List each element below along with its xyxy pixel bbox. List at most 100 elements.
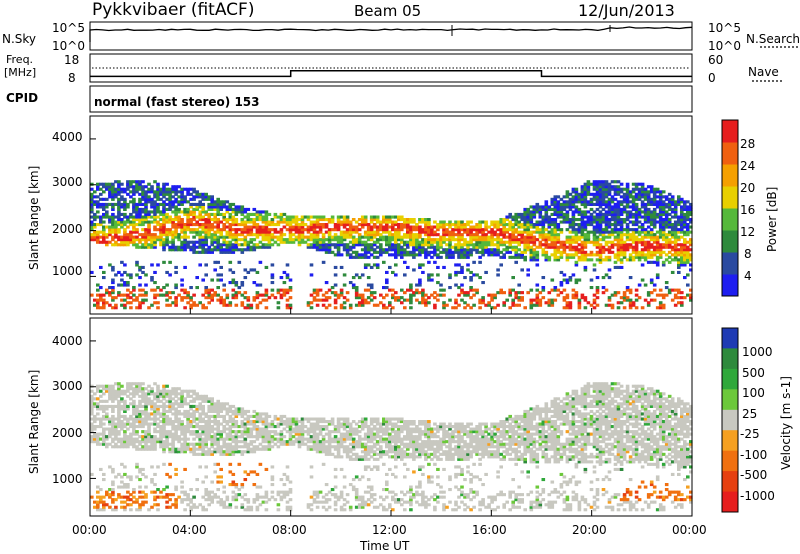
- velocity-cell: [117, 389, 121, 393]
- power-cell: [222, 248, 226, 252]
- power-cell: [571, 223, 576, 227]
- velocity-cell: [129, 384, 133, 388]
- power-cell: [442, 220, 446, 224]
- power-cell: [592, 301, 597, 305]
- power-cell: [183, 195, 187, 199]
- power-cell: [324, 238, 329, 242]
- power-cell: [475, 230, 479, 234]
- velocity-cell: [168, 397, 172, 401]
- power-cell: [619, 210, 624, 214]
- power-cell: [689, 240, 693, 244]
- velocity-cell: [90, 435, 94, 439]
- power-cell: [415, 225, 419, 229]
- power-cell: [138, 223, 142, 227]
- power-cell: [457, 245, 461, 249]
- power-cell: [526, 210, 530, 214]
- power-cell: [366, 243, 371, 247]
- power-cell: [523, 215, 527, 219]
- power-cell: [589, 303, 594, 307]
- power-cell: [634, 197, 639, 201]
- power-cell: [177, 233, 181, 237]
- power-cell: [634, 298, 639, 302]
- power-cell: [291, 225, 296, 229]
- power-cell: [183, 212, 187, 216]
- power-cell: [637, 225, 642, 229]
- power-cell: [360, 301, 365, 305]
- power-cell: [412, 255, 416, 259]
- power-cell: [637, 250, 642, 254]
- velocity-cell: [150, 387, 154, 391]
- power-cell: [135, 298, 139, 302]
- power-cell: [490, 235, 494, 239]
- power-cell: [553, 286, 558, 290]
- power-cell: [643, 218, 648, 222]
- power-cell: [117, 210, 121, 214]
- power-cell: [165, 298, 169, 302]
- velocity-cell: [132, 488, 136, 492]
- velocity-cell: [132, 425, 136, 429]
- velocity-cell: [210, 409, 214, 413]
- power-cell: [102, 301, 106, 305]
- power-cell: [640, 225, 645, 229]
- power-cell: [397, 253, 401, 257]
- power-cell: [397, 248, 401, 252]
- power-cell: [156, 263, 160, 267]
- velocity-cell: [147, 435, 151, 439]
- velocity-cell: [162, 404, 166, 408]
- velocity-cell: [150, 480, 154, 484]
- power-cell: [604, 228, 609, 232]
- power-cell: [120, 195, 124, 199]
- power-cell: [454, 233, 458, 237]
- power-cell: [210, 238, 214, 242]
- power-cell: [327, 296, 332, 300]
- power-cell: [108, 263, 112, 267]
- power-cell: [580, 202, 585, 206]
- power-cell: [300, 228, 305, 232]
- velocity-cell: [165, 399, 169, 403]
- power-cell: [150, 185, 154, 189]
- power-cell: [661, 205, 666, 209]
- power-cell: [677, 223, 681, 227]
- power-cell: [646, 225, 651, 229]
- power-cell: [550, 278, 555, 282]
- velocity-cell: [135, 475, 139, 479]
- power-cell: [276, 230, 281, 234]
- power-cell: [559, 281, 564, 285]
- power-cell: [400, 296, 404, 300]
- power-cell: [198, 212, 202, 216]
- velocity-cell: [111, 440, 115, 444]
- power-cell: [493, 296, 497, 300]
- power-cell: [430, 278, 434, 282]
- power-cell: [640, 215, 645, 219]
- power-cell: [198, 205, 202, 209]
- power-cell: [309, 243, 314, 247]
- power-cell: [285, 298, 290, 302]
- power-cell: [144, 190, 148, 194]
- power-cell: [132, 180, 136, 184]
- velocity-cell: [210, 495, 214, 499]
- velocity-cell: [192, 503, 196, 507]
- power-cell: [135, 207, 139, 211]
- velocity-cell: [153, 503, 157, 507]
- power-cell: [348, 220, 353, 224]
- power-cell: [138, 238, 142, 242]
- power-cell: [234, 281, 239, 285]
- velocity-cell: [213, 435, 217, 439]
- power-cell: [610, 303, 615, 307]
- power-cell: [683, 258, 687, 262]
- velocity-cell: [165, 485, 169, 489]
- power-cell: [177, 195, 181, 199]
- power-cell: [153, 225, 157, 229]
- power-cell: [96, 306, 100, 310]
- power-cell: [571, 215, 576, 219]
- velocity-cell: [138, 384, 142, 388]
- velocity-cell: [192, 425, 196, 429]
- velocity-cell: [135, 420, 139, 424]
- velocity-cell: [111, 392, 115, 396]
- velocity-cell: [120, 442, 124, 446]
- power-cell: [129, 233, 133, 237]
- power-cell: [683, 255, 687, 259]
- power-cell: [475, 243, 479, 247]
- power-cell: [592, 306, 597, 310]
- power-cell: [225, 293, 230, 297]
